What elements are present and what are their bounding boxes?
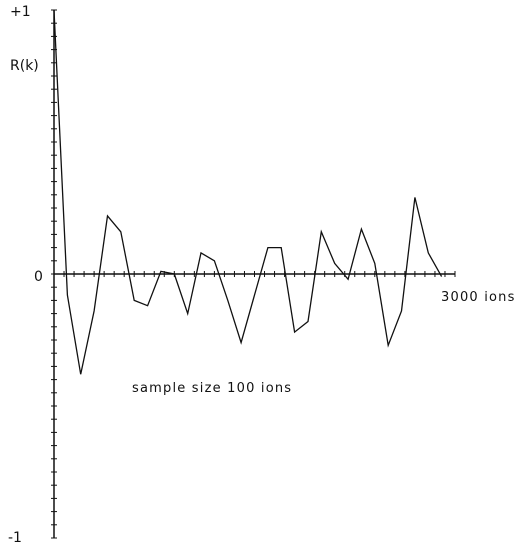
series-line: [53, 9, 443, 375]
y-axis-label: R(k): [10, 58, 39, 74]
annotation-sample-size: sample size 100 ions: [132, 381, 292, 396]
y-axis-ticks: [51, 9, 57, 539]
y-tick-label-top: +1: [10, 4, 31, 20]
x-axis-label: 3000 ions: [441, 290, 516, 305]
y-tick-label-zero: 0: [34, 269, 43, 285]
y-tick-label-bottom: -1: [8, 530, 22, 546]
